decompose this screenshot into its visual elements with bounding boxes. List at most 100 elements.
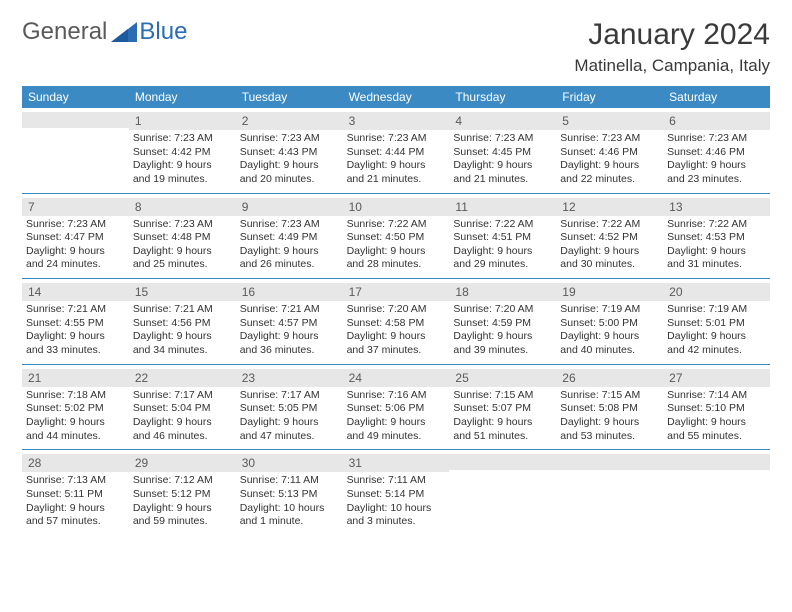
day-cell bbox=[663, 454, 770, 533]
detail-line: Sunset: 4:45 PM bbox=[453, 146, 552, 160]
detail-line: and 55 minutes. bbox=[667, 430, 766, 444]
day-details: Sunrise: 7:15 AMSunset: 5:07 PMDaylight:… bbox=[449, 387, 556, 448]
logo-text-blue: Blue bbox=[139, 18, 187, 46]
detail-line: Sunset: 4:49 PM bbox=[240, 231, 339, 245]
day-details: Sunrise: 7:22 AMSunset: 4:51 PMDaylight:… bbox=[449, 216, 556, 277]
day-details: Sunrise: 7:11 AMSunset: 5:14 PMDaylight:… bbox=[343, 472, 450, 533]
logo-triangle-icon bbox=[111, 21, 137, 49]
detail-line: Sunset: 4:50 PM bbox=[347, 231, 446, 245]
day-details: Sunrise: 7:23 AMSunset: 4:46 PMDaylight:… bbox=[556, 130, 663, 191]
detail-line: and 21 minutes. bbox=[453, 173, 552, 187]
detail-line: and 37 minutes. bbox=[347, 344, 446, 358]
detail-line: Sunrise: 7:17 AM bbox=[240, 389, 339, 403]
detail-line: Sunrise: 7:11 AM bbox=[240, 474, 339, 488]
detail-line: Sunset: 4:58 PM bbox=[347, 317, 446, 331]
detail-line: and 53 minutes. bbox=[560, 430, 659, 444]
day-details: Sunrise: 7:21 AMSunset: 4:57 PMDaylight:… bbox=[236, 301, 343, 362]
weekday-header: Tuesday bbox=[236, 86, 343, 108]
detail-line: Daylight: 9 hours bbox=[560, 330, 659, 344]
day-details: Sunrise: 7:18 AMSunset: 5:02 PMDaylight:… bbox=[22, 387, 129, 448]
detail-line: Daylight: 9 hours bbox=[667, 330, 766, 344]
detail-line: Sunrise: 7:14 AM bbox=[667, 389, 766, 403]
detail-line: and 23 minutes. bbox=[667, 173, 766, 187]
day-cell: 7Sunrise: 7:23 AMSunset: 4:47 PMDaylight… bbox=[22, 198, 129, 277]
detail-line: Sunrise: 7:23 AM bbox=[560, 132, 659, 146]
detail-line: Sunset: 5:13 PM bbox=[240, 488, 339, 502]
weekday-header: Monday bbox=[129, 86, 236, 108]
detail-line: and 46 minutes. bbox=[133, 430, 232, 444]
detail-line: Sunrise: 7:23 AM bbox=[453, 132, 552, 146]
detail-line: Sunrise: 7:23 AM bbox=[240, 132, 339, 146]
day-number: 1 bbox=[129, 112, 236, 130]
header-right: January 2024 Matinella, Campania, Italy bbox=[574, 18, 770, 76]
weekday-header: Wednesday bbox=[343, 86, 450, 108]
day-number: 21 bbox=[22, 369, 129, 387]
detail-line: Daylight: 9 hours bbox=[240, 330, 339, 344]
detail-line: Daylight: 9 hours bbox=[667, 416, 766, 430]
day-details bbox=[449, 470, 556, 528]
day-details: Sunrise: 7:17 AMSunset: 5:05 PMDaylight:… bbox=[236, 387, 343, 448]
day-number: 2 bbox=[236, 112, 343, 130]
day-number: 19 bbox=[556, 283, 663, 301]
day-cell: 25Sunrise: 7:15 AMSunset: 5:07 PMDayligh… bbox=[449, 369, 556, 448]
day-cell: 20Sunrise: 7:19 AMSunset: 5:01 PMDayligh… bbox=[663, 283, 770, 362]
day-number bbox=[663, 454, 770, 470]
day-details bbox=[663, 470, 770, 528]
day-number: 22 bbox=[129, 369, 236, 387]
day-details: Sunrise: 7:21 AMSunset: 4:55 PMDaylight:… bbox=[22, 301, 129, 362]
week-row: 28Sunrise: 7:13 AMSunset: 5:11 PMDayligh… bbox=[22, 454, 770, 533]
header: General Blue January 2024 Matinella, Cam… bbox=[22, 18, 770, 76]
detail-line: Daylight: 9 hours bbox=[560, 159, 659, 173]
detail-line: Sunrise: 7:22 AM bbox=[667, 218, 766, 232]
day-number: 3 bbox=[343, 112, 450, 130]
day-cell bbox=[22, 112, 129, 191]
day-cell: 2Sunrise: 7:23 AMSunset: 4:43 PMDaylight… bbox=[236, 112, 343, 191]
detail-line: Daylight: 9 hours bbox=[26, 330, 125, 344]
day-cell bbox=[556, 454, 663, 533]
day-cell: 16Sunrise: 7:21 AMSunset: 4:57 PMDayligh… bbox=[236, 283, 343, 362]
day-number: 27 bbox=[663, 369, 770, 387]
detail-line: Sunset: 4:46 PM bbox=[667, 146, 766, 160]
detail-line: Sunset: 5:12 PM bbox=[133, 488, 232, 502]
day-number bbox=[556, 454, 663, 470]
detail-line: Sunrise: 7:20 AM bbox=[453, 303, 552, 317]
detail-line: Daylight: 9 hours bbox=[26, 245, 125, 259]
detail-line: Sunrise: 7:23 AM bbox=[133, 132, 232, 146]
detail-line: Sunrise: 7:12 AM bbox=[133, 474, 232, 488]
day-number: 15 bbox=[129, 283, 236, 301]
day-number: 30 bbox=[236, 454, 343, 472]
detail-line: Sunset: 4:42 PM bbox=[133, 146, 232, 160]
day-number: 25 bbox=[449, 369, 556, 387]
day-details: Sunrise: 7:23 AMSunset: 4:45 PMDaylight:… bbox=[449, 130, 556, 191]
detail-line: Daylight: 9 hours bbox=[133, 330, 232, 344]
detail-line: Sunset: 4:53 PM bbox=[667, 231, 766, 245]
day-details: Sunrise: 7:11 AMSunset: 5:13 PMDaylight:… bbox=[236, 472, 343, 533]
day-cell: 17Sunrise: 7:20 AMSunset: 4:58 PMDayligh… bbox=[343, 283, 450, 362]
day-cell: 1Sunrise: 7:23 AMSunset: 4:42 PMDaylight… bbox=[129, 112, 236, 191]
week-row: 1Sunrise: 7:23 AMSunset: 4:42 PMDaylight… bbox=[22, 112, 770, 191]
day-number: 12 bbox=[556, 198, 663, 216]
day-details: Sunrise: 7:21 AMSunset: 4:56 PMDaylight:… bbox=[129, 301, 236, 362]
day-number: 11 bbox=[449, 198, 556, 216]
detail-line: Sunrise: 7:21 AM bbox=[26, 303, 125, 317]
day-details: Sunrise: 7:20 AMSunset: 4:59 PMDaylight:… bbox=[449, 301, 556, 362]
detail-line: and 59 minutes. bbox=[133, 515, 232, 529]
detail-line: Sunrise: 7:11 AM bbox=[347, 474, 446, 488]
day-cell: 14Sunrise: 7:21 AMSunset: 4:55 PMDayligh… bbox=[22, 283, 129, 362]
day-details: Sunrise: 7:22 AMSunset: 4:53 PMDaylight:… bbox=[663, 216, 770, 277]
day-number: 29 bbox=[129, 454, 236, 472]
detail-line: Sunrise: 7:23 AM bbox=[240, 218, 339, 232]
detail-line: Sunset: 4:55 PM bbox=[26, 317, 125, 331]
day-cell: 22Sunrise: 7:17 AMSunset: 5:04 PMDayligh… bbox=[129, 369, 236, 448]
day-number: 18 bbox=[449, 283, 556, 301]
detail-line: Sunrise: 7:17 AM bbox=[133, 389, 232, 403]
day-number: 16 bbox=[236, 283, 343, 301]
detail-line: Sunrise: 7:19 AM bbox=[667, 303, 766, 317]
page-subtitle: Matinella, Campania, Italy bbox=[574, 56, 770, 76]
day-details: Sunrise: 7:23 AMSunset: 4:43 PMDaylight:… bbox=[236, 130, 343, 191]
day-cell: 5Sunrise: 7:23 AMSunset: 4:46 PMDaylight… bbox=[556, 112, 663, 191]
detail-line: Daylight: 9 hours bbox=[347, 245, 446, 259]
detail-line: and 33 minutes. bbox=[26, 344, 125, 358]
calendar: Sunday Monday Tuesday Wednesday Thursday… bbox=[22, 86, 770, 533]
day-number: 9 bbox=[236, 198, 343, 216]
